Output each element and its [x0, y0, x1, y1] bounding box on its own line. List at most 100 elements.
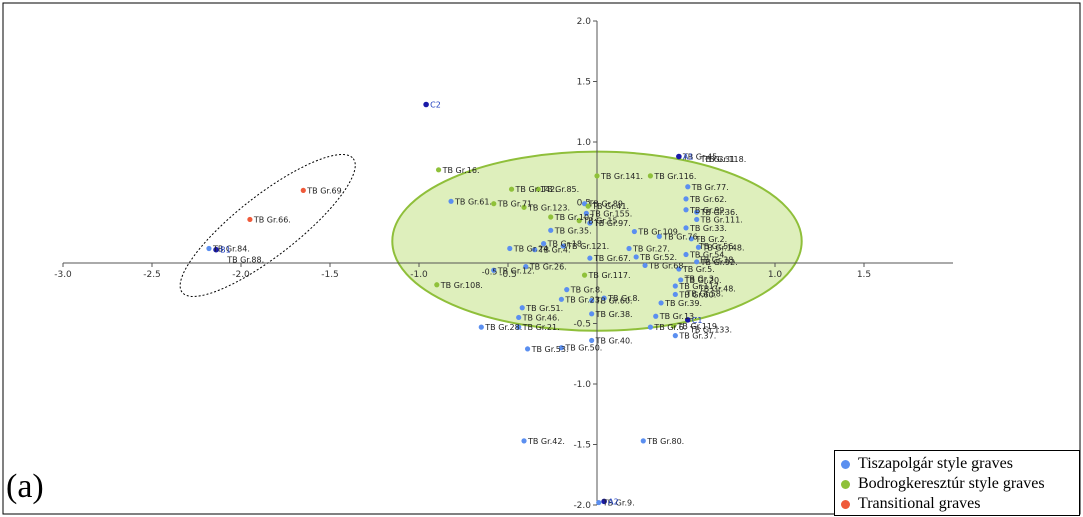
- point-label: TB Gr.53.: [531, 345, 569, 354]
- legend-item-bodrogkeresztur: Bodrogkeresztúr style graves: [841, 474, 1079, 494]
- point-label: TB Gr.8.: [607, 294, 640, 303]
- point-label: TB Gr.62.: [689, 195, 727, 204]
- data-point: [524, 346, 531, 352]
- point-label: TB Gr.54.: [689, 251, 727, 260]
- data-point: [583, 210, 589, 216]
- points-layer: [206, 101, 702, 506]
- point-label: TB Gr.35.: [554, 226, 592, 235]
- x-tick-label: -2.0: [232, 270, 250, 280]
- point-label: TB Gr.21.: [522, 323, 560, 332]
- data-point: [633, 254, 639, 260]
- data-point: [478, 324, 484, 330]
- data-point: [558, 296, 565, 302]
- data-point: [683, 225, 689, 231]
- y-tick-label: 1.5: [577, 78, 591, 88]
- point-label: TB Gr.69.: [306, 186, 344, 195]
- point-label: TB Gr.52.: [639, 253, 677, 262]
- data-point: [656, 233, 662, 239]
- point-label: TB Gr.50.: [564, 344, 602, 353]
- data-point: [589, 337, 595, 344]
- y-tick-label: -2.0: [573, 501, 591, 511]
- point-label: TB Gr.117.: [588, 271, 631, 280]
- point-label: TB Gr.56.: [698, 242, 736, 251]
- point-label: TB Gr.119.: [677, 322, 720, 331]
- data-point: [685, 184, 691, 190]
- x-tick-label: 1.5: [857, 270, 871, 280]
- point-label: TB Gr.38.: [698, 255, 736, 264]
- data-point: [631, 228, 637, 235]
- point-label: TB Gr.61.: [454, 197, 492, 206]
- data-point: [558, 345, 565, 351]
- point-label: C2: [430, 100, 441, 109]
- data-point: [694, 209, 700, 215]
- data-point: [523, 264, 529, 270]
- data-point: [596, 499, 602, 506]
- point-label: A2: [608, 497, 619, 506]
- point-label: TB Gr.33.: [689, 224, 727, 233]
- point-label: TB Gr.141.: [600, 172, 643, 181]
- point-label: TB Gr.77.: [691, 183, 729, 192]
- panel-letter: (a): [6, 468, 44, 505]
- data-point: [581, 272, 588, 278]
- point-label: TB Gr.36.: [700, 208, 738, 217]
- data-point: [676, 153, 682, 160]
- point-label: TB Gr.67.: [593, 254, 631, 263]
- data-point: [532, 247, 538, 253]
- y-tick-label: -1.5: [573, 441, 591, 451]
- data-point: [507, 245, 513, 252]
- point-label: TB Gr.111.: [700, 215, 743, 224]
- legend-label: Bodrogkeresztúr style graves: [858, 475, 1045, 492]
- point-label: TB Gr.37.: [678, 332, 716, 341]
- point-label: TB Gr.133.: [689, 326, 732, 335]
- point-label: TB Gr.26.: [529, 263, 567, 272]
- data-point: [508, 186, 515, 192]
- data-point: [587, 220, 593, 226]
- data-point: [541, 241, 547, 247]
- point-label: TB Gr.8.: [570, 286, 603, 295]
- point-label: TB Gr.48.: [698, 284, 736, 293]
- data-point: [300, 187, 306, 193]
- point-label: TB Gr.2.: [694, 235, 727, 244]
- y-tick-label: -1.0: [573, 380, 591, 390]
- data-point: [491, 267, 497, 273]
- point-label: TB Gr.123.: [527, 203, 570, 212]
- point-label: TB Gr.5.: [682, 265, 715, 274]
- data-point: [672, 291, 678, 298]
- legend-marker: [841, 459, 850, 469]
- x-tick-label: -3.0: [54, 270, 72, 280]
- labels-layer: TB Gr.24.TB Gr.35.TB Gr.4.TB Gr.18.TB Gr…: [212, 100, 746, 507]
- point-label: TB Gr.88.: [226, 255, 264, 264]
- point-label: TB Gr.15.: [582, 217, 620, 226]
- data-point: [516, 314, 522, 321]
- data-point: [694, 216, 700, 223]
- point-label: TB Gr.109.: [637, 228, 680, 237]
- data-point: [694, 259, 700, 265]
- data-point: [640, 438, 646, 444]
- x-tick-label: 1.0: [768, 270, 783, 280]
- point-label: TB Gr.13.: [659, 312, 697, 321]
- y-tick-label: 1.0: [577, 138, 592, 148]
- data-point: [647, 324, 654, 330]
- point-label: TB Gr.60.: [595, 297, 633, 306]
- data-point: [672, 333, 678, 339]
- data-point: [521, 204, 527, 210]
- point-label: TB Gr.80.: [646, 437, 684, 446]
- data-point: [683, 251, 689, 258]
- point-label: TB Gr.116.: [653, 172, 696, 181]
- point-label: TB Gr.108.: [440, 281, 483, 290]
- data-point: [601, 295, 607, 301]
- data-point: [535, 186, 541, 192]
- data-point: [589, 311, 595, 317]
- data-point: [695, 244, 702, 250]
- legend-marker: [841, 499, 850, 509]
- axes-layer: -3.0-2.5-2.0-1.5-1.0-0.51.01.52.01.51.00…: [54, 17, 953, 511]
- point-label: TB Gr.24.: [513, 244, 551, 253]
- legend-item-transitional: Transitional graves: [841, 494, 1079, 514]
- point-label: TB Gr.27.: [632, 244, 670, 253]
- point-label: TB Gr.99.: [689, 206, 727, 215]
- data-point: [683, 207, 689, 213]
- data-point: [448, 198, 454, 204]
- point-label: TB Gr.92.: [700, 258, 738, 267]
